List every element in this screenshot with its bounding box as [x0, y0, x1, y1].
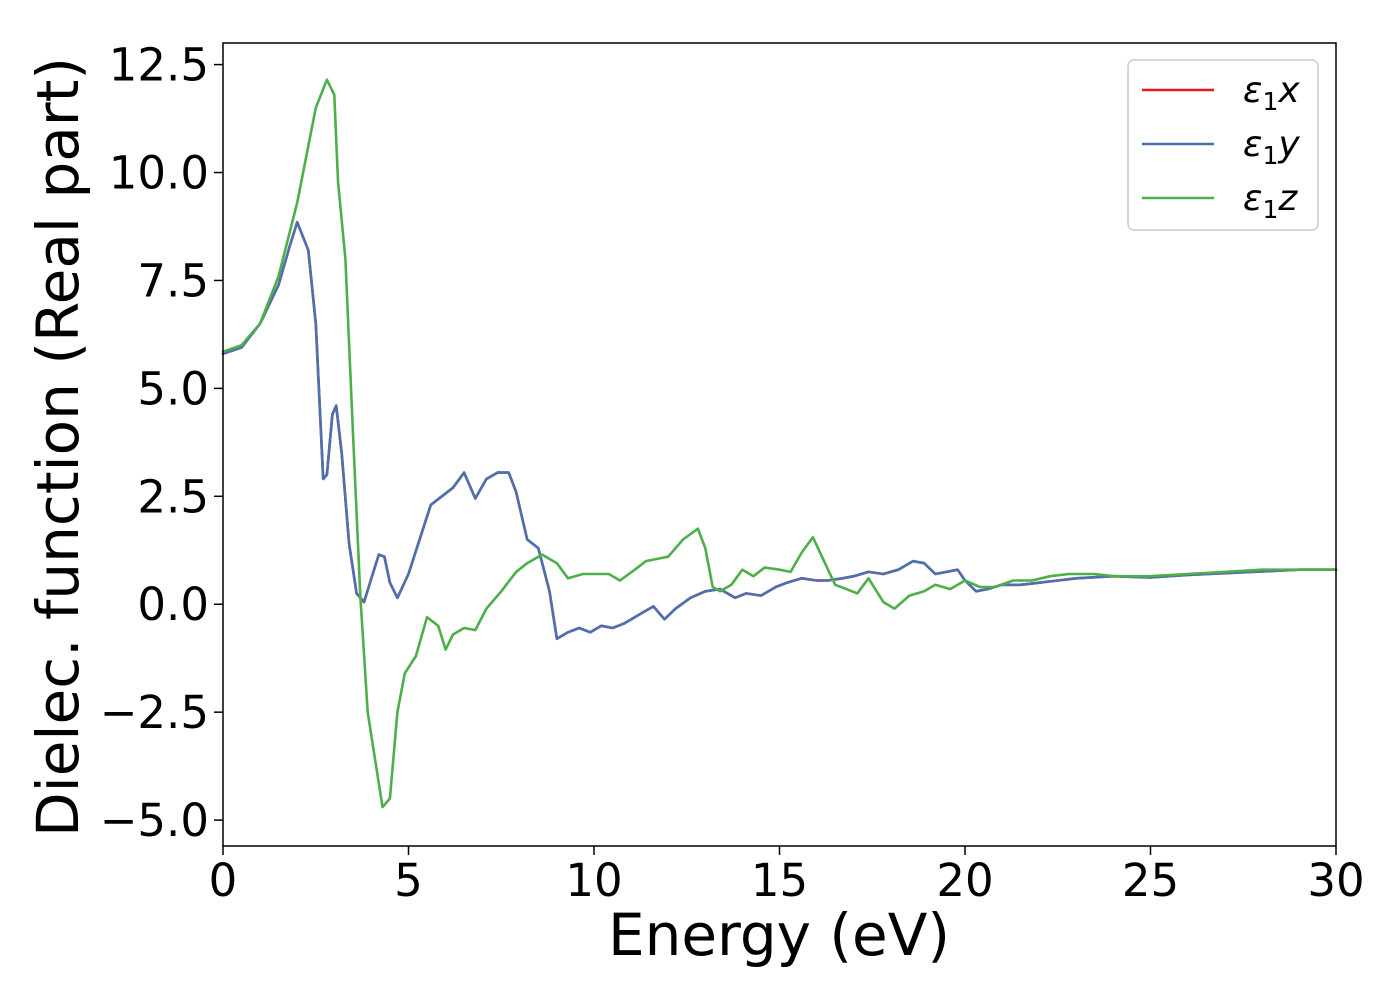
y-axis-title: Dielec. function (Real part)	[24, 57, 92, 837]
y-tick-label: 12.5	[109, 39, 209, 92]
x-tick-label: 0	[209, 854, 238, 907]
series-line-y	[221, 220, 1338, 641]
x-tick-label: 25	[1122, 854, 1179, 907]
x-tick-label: 30	[1307, 854, 1364, 907]
y-tick-label: 5.0	[137, 362, 209, 415]
legend-label-x: ε1x	[1243, 70, 1300, 116]
y-tick-label: 10.0	[109, 147, 209, 200]
y-axis: −5.0 −2.5 0.0 2.5 5.0 7.5 10.0 12.5	[100, 39, 223, 847]
x-tick-label: 10	[565, 854, 622, 907]
legend-label-z: ε1z	[1243, 178, 1298, 224]
legend-box	[1127, 59, 1319, 231]
x-axis: 0 5 10 15 20 25 30	[209, 846, 1365, 907]
y-tick-label: −5.0	[100, 794, 209, 847]
x-axis-title: Energy (eV)	[608, 901, 950, 969]
y-tick-label: 7.5	[137, 254, 209, 307]
y-tick-label: 2.5	[137, 470, 209, 523]
x-tick-label: 20	[936, 854, 993, 907]
y-tick-label: −2.5	[100, 686, 209, 739]
legend-label-y: ε1y	[1243, 124, 1300, 170]
x-tick-label: 5	[394, 854, 423, 907]
x-tick-label: 15	[751, 854, 808, 907]
series-line-z	[221, 78, 1338, 809]
plot-lines	[221, 78, 1338, 809]
legend: ε1x ε1y ε1z	[1127, 59, 1319, 231]
y-tick-label: 0.0	[137, 578, 209, 631]
